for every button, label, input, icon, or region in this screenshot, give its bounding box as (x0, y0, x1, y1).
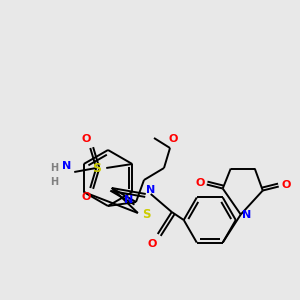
Text: N: N (61, 161, 71, 171)
Text: N: N (146, 185, 155, 195)
Text: N: N (124, 195, 134, 205)
Text: S: S (92, 161, 101, 175)
Text: N: N (242, 209, 251, 220)
Text: O: O (281, 179, 290, 190)
Text: H: H (50, 177, 58, 187)
Text: H: H (50, 163, 58, 173)
Text: O: O (147, 239, 156, 249)
Text: S: S (142, 208, 150, 221)
Text: O: O (82, 192, 91, 202)
Text: O: O (82, 134, 91, 144)
Text: O: O (168, 134, 178, 144)
Text: O: O (195, 178, 204, 188)
